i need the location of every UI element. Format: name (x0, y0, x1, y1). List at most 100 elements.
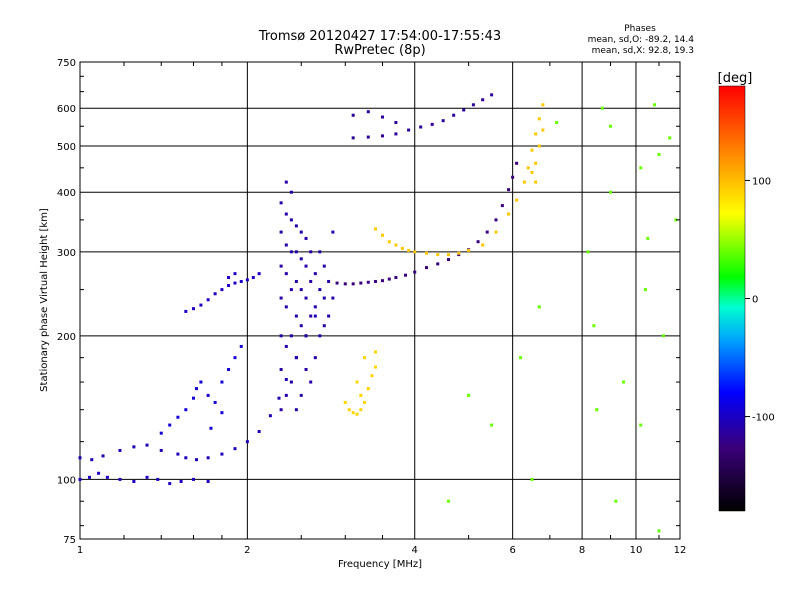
data-point (277, 396, 281, 400)
data-point (485, 230, 489, 234)
data-point (446, 258, 450, 262)
data-point (279, 296, 283, 300)
x-tick-label: 8 (579, 545, 585, 556)
data-point (299, 230, 303, 234)
data-point (118, 448, 122, 452)
data-point (194, 387, 198, 391)
data-point (90, 458, 94, 462)
data-point (370, 374, 374, 378)
data-point (614, 499, 618, 503)
data-point (541, 128, 545, 132)
data-point (446, 253, 450, 257)
data-point (299, 324, 303, 328)
data-point (530, 170, 534, 174)
data-point (105, 475, 109, 479)
data-point (227, 367, 231, 371)
data-point (284, 377, 288, 381)
data-point (534, 132, 538, 136)
data-point (446, 499, 450, 503)
y-tick-label: 400 (57, 188, 76, 199)
phases-heading: Phases (624, 24, 656, 34)
data-point (284, 344, 288, 348)
data-point (289, 250, 293, 254)
data-point (343, 282, 347, 286)
data-point (327, 279, 331, 283)
data-point (118, 477, 122, 481)
data-point (87, 475, 91, 479)
data-point (452, 113, 456, 117)
data-point (294, 250, 298, 254)
data-point (355, 412, 359, 416)
data-point (159, 431, 163, 435)
x-tick-label: 1 (77, 545, 83, 556)
data-point (309, 380, 313, 384)
data-point (318, 334, 322, 338)
data-point (595, 408, 599, 412)
data-point (313, 272, 317, 276)
data-point (279, 230, 283, 234)
y-axis-ticks: 75 100 200 300 400 500 600 750 (57, 58, 680, 546)
data-point (661, 334, 665, 338)
data-point (343, 400, 347, 404)
data-point (387, 240, 391, 244)
data-point (668, 136, 672, 140)
data-point (351, 136, 355, 140)
data-point (380, 279, 384, 283)
data-point (284, 272, 288, 276)
data-point (413, 250, 417, 254)
data-point (191, 477, 195, 481)
data-point (309, 279, 313, 283)
data-point (257, 430, 261, 434)
phases-o-stats: mean, sd,O: -89.2, 14.4 (588, 35, 695, 45)
data-point (657, 529, 661, 533)
phases-x-stats: mean, sd,X: 92.8, 19.3 (592, 46, 694, 56)
data-point (309, 250, 313, 254)
data-point (407, 248, 411, 252)
data-point (101, 454, 105, 458)
colorbar-tick-label: -100 (752, 413, 775, 424)
data-point (400, 246, 404, 250)
data-point (304, 236, 308, 240)
data-point (279, 264, 283, 268)
data-point (299, 288, 303, 292)
data-point (419, 125, 423, 129)
data-point (309, 314, 313, 318)
data-point (145, 443, 149, 447)
colorbar-tick-label: 0 (752, 295, 758, 306)
data-point (206, 393, 210, 397)
data-point (425, 266, 429, 270)
colorbar-label: [deg] (718, 71, 753, 86)
data-point (132, 479, 136, 483)
data-point (233, 281, 237, 285)
data-point (268, 414, 272, 418)
data-point (284, 393, 288, 397)
data-point (239, 279, 243, 283)
data-point (481, 243, 485, 247)
data-point (471, 103, 475, 107)
data-point (639, 166, 643, 170)
data-point (279, 201, 283, 205)
data-point (322, 264, 326, 268)
data-point (394, 276, 398, 280)
data-point (299, 393, 303, 397)
data-point (441, 119, 445, 123)
data-point (530, 477, 534, 481)
data-point (245, 440, 249, 444)
y-tick-label: 100 (57, 475, 76, 486)
data-point (430, 122, 434, 126)
data-point (220, 411, 224, 415)
data-point (327, 314, 331, 318)
data-point (304, 296, 308, 300)
data-point (199, 380, 203, 384)
data-point (294, 356, 298, 360)
data-point (294, 224, 298, 228)
data-point (467, 248, 471, 252)
data-point (279, 334, 283, 338)
data-point (168, 482, 172, 486)
data-point (380, 233, 384, 237)
data-point (194, 458, 198, 462)
data-point (251, 276, 255, 280)
data-point (284, 305, 288, 309)
